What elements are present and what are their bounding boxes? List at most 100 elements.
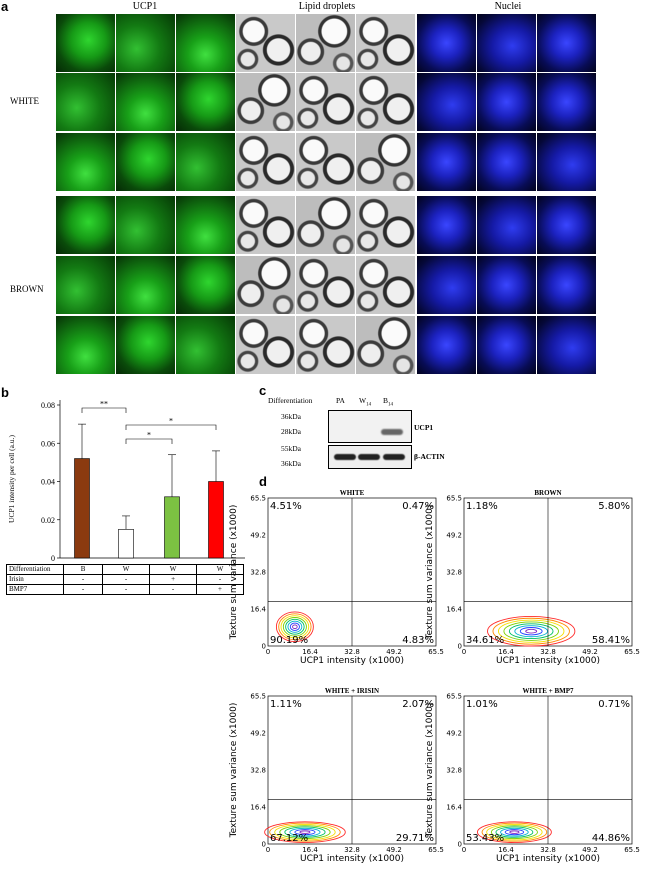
significance-bracket-1 [81,407,127,413]
micrograph-nuclei-r5-c3 [537,256,596,314]
micrograph-ucp1-r2-c1 [56,73,115,131]
flow-x-label: UCP1 intensity (x1000) [496,656,600,666]
row-label-white: WHITE [10,96,39,106]
micrograph-ucp1-r3-c2 [116,133,175,191]
significance-label-2: * [147,431,151,440]
table-cell: - [62,574,104,585]
band-label-actin: β-ACTIN [414,452,445,461]
micrograph-ucp1-r1-c2 [116,14,175,72]
micrograph-ucp1-r3-c3 [176,133,235,191]
density-contour [503,621,559,641]
density-contour [275,611,314,643]
density-contour [500,827,529,837]
ladder-36-top: 36kDa [281,412,301,421]
flow-x-label: UCP1 intensity (x1000) [300,656,404,666]
table-cell: + [149,574,198,585]
y-tick-label: 0 [458,841,462,849]
panel-d-letter: d [259,474,267,489]
ladder-28: 28kDa [281,427,301,436]
flow-y-label: Texture sum variance (x1000) [425,505,435,641]
micrograph-nuclei-r6-c1 [417,316,476,374]
x-tick-label: 65.5 [624,648,640,656]
micrograph-ucp1-r6-c1 [56,316,115,374]
y-tick-label: 32.8 [446,767,462,775]
micrograph-lipid-r2-c3 [356,73,415,131]
micrograph-ucp1-r1-c1 [56,14,115,72]
quadrant-top-right: 0.47% [402,501,434,512]
table-cell: - [62,584,104,595]
quadrant-bottom-left: 67.12% [270,833,308,844]
micrograph-lipid-r1-c3 [356,14,415,72]
y-tick-label: 16.4 [250,804,266,812]
diff-label: Differentiation [268,396,313,405]
y-tick-label: 49.2 [446,532,462,540]
table-row-label: BMP7 [6,584,64,595]
ucp1-blot [328,410,412,443]
x-tick-label: 49.2 [582,648,598,656]
density-contour [284,826,326,838]
y-tick-label: 16.4 [446,606,462,614]
micrograph-nuclei-r3-c2 [477,133,536,191]
density-contour [508,623,554,640]
micrograph-ucp1-r4-c1 [56,196,115,254]
quadrant-top-left: 1.11% [270,699,302,710]
micrograph-nuclei-r2-c1 [417,73,476,131]
y-tick-label: 49.2 [250,532,266,540]
table-row: Differentiation B W W W [6,564,244,575]
micrograph-lipid-r1-c1 [236,14,295,72]
density-contour [278,613,312,641]
y-tick-label: 0.06 [41,439,55,448]
micrograph-lipid-r1-c2 [296,14,355,72]
micrograph-nuclei-r4-c3 [537,196,596,254]
table-cell: - [149,584,198,595]
density-contour [476,821,552,843]
x-tick-label: 0 [462,846,466,854]
panel-b-letter: b [1,385,9,400]
micrograph-lipid-r3-c1 [236,133,295,191]
micrograph-lipid-r3-c3 [356,133,415,191]
flow-x-label: UCP1 intensity (x1000) [300,854,404,864]
micrograph-lipid-r6-c1 [236,316,295,374]
flow-title: WHITE + IRISIN [325,687,379,695]
x-tick-label: 49.2 [582,846,598,854]
y-tick-label: 0 [458,643,462,651]
lane-b14: B14 [383,396,394,408]
micrograph-ucp1-r5-c3 [176,256,235,314]
flow-plot-1: 00 16.4 16.4 32.8 32.8 49.2 49.2 65.5 65.5 UCP1 i… [229,489,444,666]
x-tick-label: 0 [266,846,270,854]
x-tick-label: 65.5 [624,846,640,854]
y-tick-label: 0 [262,643,266,651]
density-contour [481,822,548,842]
density-contour [274,823,336,841]
density-contour [487,615,576,647]
y-tick-label: 65.5 [250,495,266,503]
significance-label-3: * [169,417,173,426]
x-tick-label: 32.8 [344,648,360,656]
y-tick-label: 49.2 [446,730,462,738]
band-label-ucp1: UCP1 [414,423,434,432]
flow-title: BROWN [534,489,561,497]
quadrant-top-right: 5.80% [598,501,630,512]
y-tick-label: 0.08 [41,401,55,410]
x-tick-label: 0 [266,648,270,656]
y-tick-label: 0.04 [41,478,55,487]
density-contour [497,619,565,643]
quadrant-top-right: 0.71% [598,699,630,710]
micrograph-lipid-r4-c2 [296,196,355,254]
density-contour [299,830,311,834]
table-row-label: Irisin [6,574,64,585]
flow-title: WHITE [340,489,365,497]
density-contour [279,825,331,840]
x-tick-label: 16.4 [498,648,514,656]
quadrant-top-left: 1.01% [466,699,498,710]
density-contour [519,627,543,636]
y-tick-label: 16.4 [446,804,462,812]
actin-blot [328,445,412,469]
x-tick-label: 32.8 [344,846,360,854]
table-cell: - [102,574,151,585]
micrograph-nuclei-r6-c3 [537,316,596,374]
micrograph-lipid-r5-c1 [236,256,295,314]
y-tick-label: 0.02 [41,516,55,525]
density-contour [269,822,341,842]
micrograph-nuclei-r1-c1 [417,14,476,72]
